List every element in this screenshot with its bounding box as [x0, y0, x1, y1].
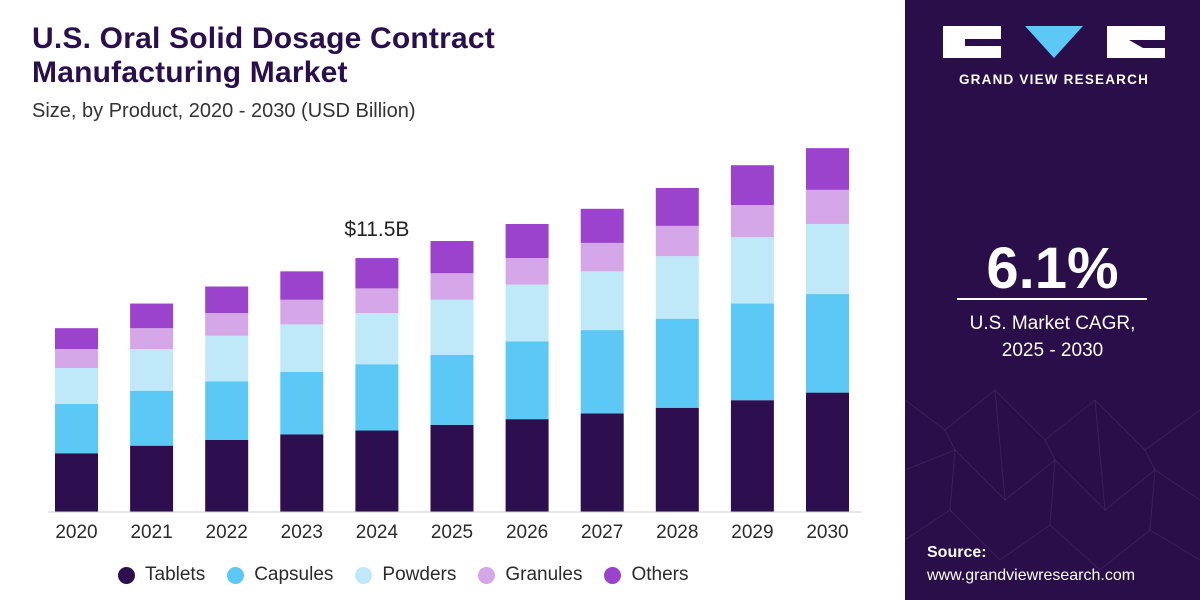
bar-segment-tablets-2029: [730, 400, 774, 512]
x-tick-label-2026: 2026: [506, 522, 548, 543]
bar-segment-granules-2022: [205, 313, 249, 336]
bar-segment-granules-2020: [55, 349, 98, 368]
bar-segment-others-2030: [806, 148, 849, 190]
bar-segment-others-2028: [655, 187, 699, 226]
legend-swatch-icon: [227, 566, 245, 584]
bar-segment-granules-2028: [655, 225, 699, 257]
bar-segment-granules-2029: [730, 205, 774, 238]
legend-item-granules: Granules: [478, 564, 582, 586]
bar-segment-others-2021: [130, 303, 174, 329]
x-tick-label-2027: 2027: [581, 522, 623, 543]
bar-segment-granules-2024: [355, 288, 399, 314]
bar-segment-capsules-2030: [806, 294, 849, 393]
legend-item-capsules: Capsules: [227, 564, 333, 586]
value-annotation-2024: $11.5B: [344, 218, 409, 241]
bar-segment-powders-2025: [430, 299, 474, 355]
bar-segment-powders-2020: [55, 367, 98, 404]
bar-segment-tablets-2024: [355, 430, 399, 512]
bar-segment-capsules-2024: [355, 364, 399, 431]
bar-segment-capsules-2029: [730, 303, 774, 401]
bar-segment-tablets-2026: [505, 419, 549, 512]
x-tick-label-2020: 2020: [55, 522, 97, 543]
chart-title: U.S. Oral Solid Dosage Contract Manufact…: [32, 22, 495, 90]
bar-segment-tablets-2023: [280, 434, 324, 512]
x-tick-label-2021: 2021: [130, 522, 172, 543]
stacked-bar-chart: 2020 2021 2022 2023 2024 $11.5B 2025 2026 2027 20…: [48, 148, 862, 543]
bar-segment-others-2026: [505, 223, 549, 259]
x-tick-label-2030: 2030: [806, 522, 848, 543]
legend-label: Tablets: [145, 564, 206, 585]
chart-panel: U.S. Oral Solid Dosage Contract Manufact…: [32, 22, 862, 590]
x-tick-label-2028: 2028: [656, 522, 698, 543]
cagr-divider: [957, 298, 1147, 300]
source-label: Source:: [927, 544, 987, 561]
bar-segment-granules-2026: [505, 258, 549, 285]
x-tick-label-2025: 2025: [431, 522, 473, 543]
bar-segment-granules-2030: [806, 189, 849, 224]
bar-segment-capsules-2025: [430, 354, 474, 425]
legend-swatch-icon: [604, 566, 622, 584]
logo-text: GRAND VIEW RESEARCH: [958, 72, 1150, 87]
legend-label: Capsules: [254, 564, 334, 585]
bar-segment-tablets-2022: [205, 439, 249, 512]
cagr-value: 6.1%: [986, 236, 1119, 301]
chart-legend: Tablets Capsules Powders Granules Others: [118, 560, 688, 590]
bar-segment-powders-2024: [355, 313, 399, 365]
bar-segment-capsules-2022: [205, 381, 249, 440]
bar-segment-capsules-2028: [655, 318, 699, 408]
x-tick-label-2023: 2023: [281, 522, 323, 543]
legend-item-tablets: Tablets: [118, 564, 205, 586]
x-tick-label-2022: 2022: [206, 522, 248, 543]
bar-segment-tablets-2027: [580, 413, 624, 512]
bar-segment-tablets-2025: [430, 424, 474, 512]
bar-segment-powders-2021: [130, 349, 174, 391]
bar-segment-powders-2027: [580, 271, 624, 331]
legend-item-powders: Powders: [355, 564, 456, 586]
sidebar-panel: GRAND VIEW RESEARCH 6.1% U.S. Market CAG…: [905, 0, 1200, 600]
bar-segment-others-2024: [355, 258, 399, 289]
bar-segment-capsules-2023: [280, 371, 324, 435]
bar-segment-others-2023: [280, 271, 324, 300]
bar-segment-tablets-2028: [655, 407, 699, 512]
bar-segment-others-2025: [430, 241, 474, 274]
title-line-1: U.S. Oral Solid Dosage Contract: [32, 22, 495, 55]
logo-mark-icon: [943, 26, 1165, 58]
bar-segment-capsules-2021: [130, 390, 174, 446]
legend-swatch-icon: [355, 566, 373, 584]
decorative-network-pattern: [905, 389, 1200, 571]
x-tick-label-2024: 2024: [356, 522, 399, 543]
bar-segment-powders-2029: [730, 237, 774, 304]
bar-segment-tablets-2030: [806, 392, 849, 512]
bar-segment-others-2029: [730, 165, 774, 206]
legend-swatch-icon: [478, 566, 496, 584]
bar-segment-tablets-2021: [130, 445, 174, 512]
bar-segment-granules-2023: [280, 299, 324, 325]
bar-segment-powders-2028: [655, 256, 699, 319]
source-url[interactable]: www.grandviewresearch.com: [927, 567, 1136, 584]
bar-segment-powders-2022: [205, 335, 249, 382]
bar-segment-granules-2025: [430, 273, 474, 300]
bar-segment-powders-2030: [806, 223, 849, 295]
legend-swatch-icon: [118, 566, 135, 584]
bar-segment-others-2022: [205, 286, 249, 314]
legend-label: Others: [631, 564, 689, 585]
bar-segment-capsules-2027: [580, 330, 624, 414]
bar-segment-granules-2021: [130, 328, 174, 350]
bar-segment-powders-2023: [280, 324, 324, 372]
bar-segment-capsules-2020: [55, 403, 98, 454]
bar-segment-capsules-2026: [505, 341, 549, 420]
bar-segment-others-2027: [580, 208, 624, 243]
legend-label: Granules: [505, 564, 583, 585]
bar-segment-powders-2026: [505, 284, 549, 342]
chart-subtitle: Size, by Product, 2020 - 2030 (USD Billi…: [32, 100, 416, 122]
bar-segment-granules-2027: [580, 242, 624, 272]
title-line-2: Manufacturing Market: [32, 56, 348, 89]
bar-segment-others-2020: [55, 328, 98, 350]
x-tick-label-2029: 2029: [731, 522, 773, 543]
bar-segment-tablets-2020: [55, 453, 98, 512]
grand-view-research-logo: GRAND VIEW RESEARCH: [943, 22, 1165, 87]
cagr-label: U.S. Market CAGR, 2025 - 2030: [969, 313, 1136, 361]
legend-item-others: Others: [604, 564, 688, 586]
legend-label: Powders: [382, 564, 457, 585]
